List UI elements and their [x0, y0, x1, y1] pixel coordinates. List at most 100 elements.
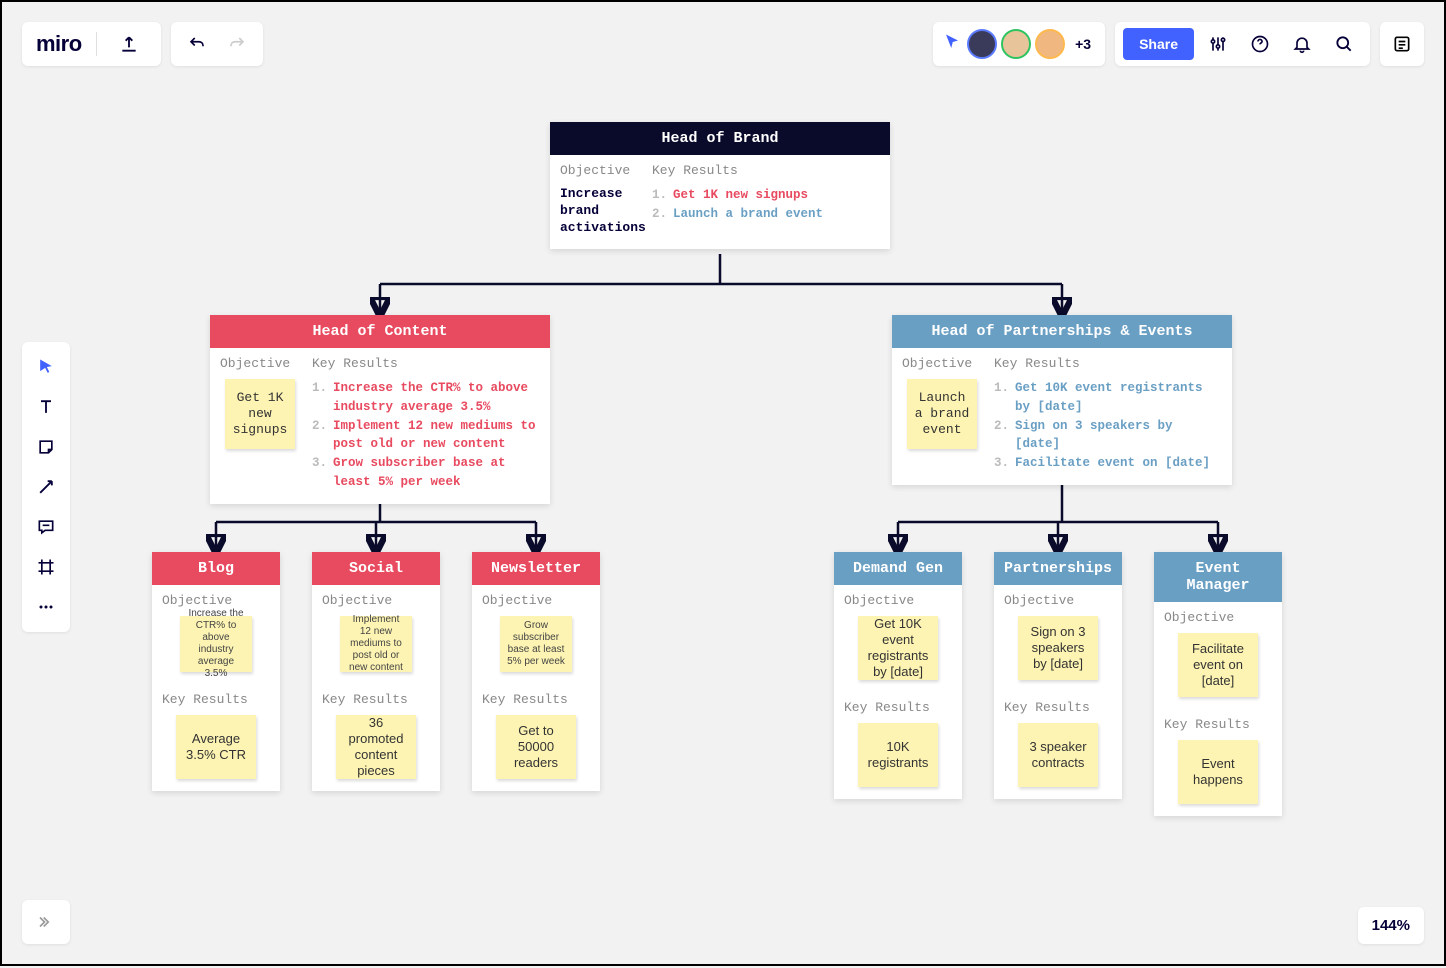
- node-leaf[interactable]: Demand Gen Objective Get 10K event regis…: [834, 552, 962, 799]
- objective-sticky[interactable]: Facilitate event on [date]: [1178, 633, 1258, 697]
- objective-sticky[interactable]: Launch a brand event: [907, 379, 977, 449]
- objective-label: Objective: [322, 593, 430, 608]
- kr-label: Key Results: [652, 163, 738, 178]
- objective-label: Objective: [162, 593, 270, 608]
- kr-label: Key Results: [312, 356, 398, 371]
- text-tool[interactable]: [26, 388, 66, 426]
- objective-text: Increase brand activations: [560, 186, 640, 237]
- kr-num: 1.: [652, 186, 667, 205]
- kr-text: Facilitate event on [date]: [1015, 454, 1210, 473]
- canvas[interactable]: Head of Brand Objective Key Results Incr…: [2, 2, 1444, 964]
- objective-label: Objective: [844, 593, 952, 608]
- kr-sticky[interactable]: Event happens: [1178, 740, 1258, 804]
- objective-sticky[interactable]: Get 10K event registrants by [date]: [858, 616, 938, 680]
- kr-num: 2.: [312, 417, 327, 455]
- node-partnerships[interactable]: Head of Partnerships & Events Objective …: [892, 315, 1232, 485]
- redo-icon[interactable]: [219, 26, 255, 62]
- kr-list: 1.Get 10K event registrants by [date]2.S…: [994, 379, 1222, 473]
- kr-label: Key Results: [162, 692, 270, 707]
- kr-num: 1.: [312, 379, 327, 417]
- kr-sticky[interactable]: Get to 50000 readers: [496, 715, 576, 779]
- frame-tool[interactable]: [26, 548, 66, 586]
- kr-list: 1. Get 1K new signups 2. Launch a brand eve…: [652, 186, 880, 224]
- objective-label: Objective: [560, 163, 640, 178]
- share-button[interactable]: Share: [1123, 28, 1194, 60]
- objective-sticky[interactable]: Get 1K new signups: [225, 379, 295, 449]
- node-title: Head of Content: [210, 315, 550, 348]
- kr-text: Increase the CTR% to above industry aver…: [333, 379, 540, 417]
- presence-count[interactable]: +3: [1071, 36, 1095, 52]
- comment-tool[interactable]: [26, 508, 66, 546]
- kr-num: 3.: [312, 454, 327, 492]
- node-leaf[interactable]: Newsletter Objective Grow subscriber bas…: [472, 552, 600, 791]
- settings-icon[interactable]: [1200, 26, 1236, 62]
- node-title: Partnerships: [994, 552, 1122, 585]
- kr-sticky[interactable]: Average 3.5% CTR: [176, 715, 256, 779]
- node-leaf[interactable]: Social Objective Implement 12 new medium…: [312, 552, 440, 791]
- kr-num: 1.: [994, 379, 1009, 417]
- select-tool[interactable]: [26, 348, 66, 386]
- activity-button[interactable]: [1380, 22, 1424, 66]
- kr-text: Grow subscriber base at least 5% per wee…: [333, 454, 540, 492]
- kr-label: Key Results: [994, 356, 1080, 371]
- avatar[interactable]: [1001, 29, 1031, 59]
- search-icon[interactable]: [1326, 26, 1362, 62]
- line-tool[interactable]: [26, 468, 66, 506]
- undo-icon[interactable]: [179, 26, 215, 62]
- undo-redo-box: [171, 22, 263, 66]
- node-title: Head of Brand: [550, 122, 890, 155]
- objective-label: Objective: [1004, 593, 1112, 608]
- kr-num: 2.: [994, 417, 1009, 455]
- objective-sticky[interactable]: Grow subscriber base at least 5% per wee…: [500, 616, 572, 672]
- node-title: Blog: [152, 552, 280, 585]
- kr-num: 3.: [994, 454, 1009, 473]
- export-icon[interactable]: [111, 26, 147, 62]
- more-tools[interactable]: [26, 588, 66, 626]
- kr-sticky[interactable]: 10K registrants: [858, 723, 938, 787]
- kr-text: Implement 12 new mediums to post old or …: [333, 417, 540, 455]
- objective-sticky[interactable]: Increase the CTR% to above industry aver…: [180, 616, 252, 672]
- kr-text: Get 1K new signups: [673, 186, 808, 205]
- cursor-icon[interactable]: [943, 33, 961, 56]
- kr-text: Launch a brand event: [673, 205, 823, 224]
- kr-text: Sign on 3 speakers by [date]: [1015, 417, 1222, 455]
- kr-sticky[interactable]: 3 speaker contracts: [1018, 723, 1098, 787]
- kr-num: 2.: [652, 205, 667, 224]
- node-leaf[interactable]: Event Manager Objective Facilitate event…: [1154, 552, 1282, 816]
- kr-label: Key Results: [322, 692, 430, 707]
- presence-box: +3: [933, 22, 1105, 66]
- logo: miro: [36, 31, 82, 57]
- logo-box[interactable]: miro: [22, 22, 161, 66]
- expand-button[interactable]: [22, 900, 70, 944]
- objective-label: Objective: [220, 356, 300, 371]
- zoom-level[interactable]: 144%: [1358, 907, 1424, 944]
- topbar: miro +3 Share: [22, 22, 1424, 66]
- node-title: Newsletter: [472, 552, 600, 585]
- avatars[interactable]: [967, 29, 1065, 59]
- sticky-tool[interactable]: [26, 428, 66, 466]
- node-leaf[interactable]: Partnerships Objective Sign on 3 speaker…: [994, 552, 1122, 799]
- kr-text: Get 10K event registrants by [date]: [1015, 379, 1222, 417]
- bell-icon[interactable]: [1284, 26, 1320, 62]
- share-box: Share: [1115, 22, 1370, 66]
- kr-label: Key Results: [1164, 717, 1272, 732]
- objective-label: Objective: [1164, 610, 1272, 625]
- kr-sticky[interactable]: 36 promoted content pieces: [336, 715, 416, 779]
- avatar[interactable]: [1035, 29, 1065, 59]
- help-icon[interactable]: [1242, 26, 1278, 62]
- kr-label: Key Results: [844, 700, 952, 715]
- kr-list: 1.Increase the CTR% to above industry av…: [312, 379, 540, 492]
- avatar[interactable]: [967, 29, 997, 59]
- node-title: Social: [312, 552, 440, 585]
- left-toolbar: [22, 342, 70, 632]
- objective-sticky[interactable]: Implement 12 new mediums to post old or …: [340, 616, 412, 672]
- objective-label: Objective: [482, 593, 590, 608]
- objective-label: Objective: [902, 356, 982, 371]
- divider: [96, 32, 97, 56]
- node-content[interactable]: Head of Content Objective Key Results Ge…: [210, 315, 550, 504]
- objective-sticky[interactable]: Sign on 3 speakers by [date]: [1018, 616, 1098, 680]
- node-title: Head of Partnerships & Events: [892, 315, 1232, 348]
- kr-label: Key Results: [482, 692, 590, 707]
- node-leaf[interactable]: Blog Objective Increase the CTR% to abov…: [152, 552, 280, 791]
- node-head-of-brand[interactable]: Head of Brand Objective Key Results Incr…: [550, 122, 890, 249]
